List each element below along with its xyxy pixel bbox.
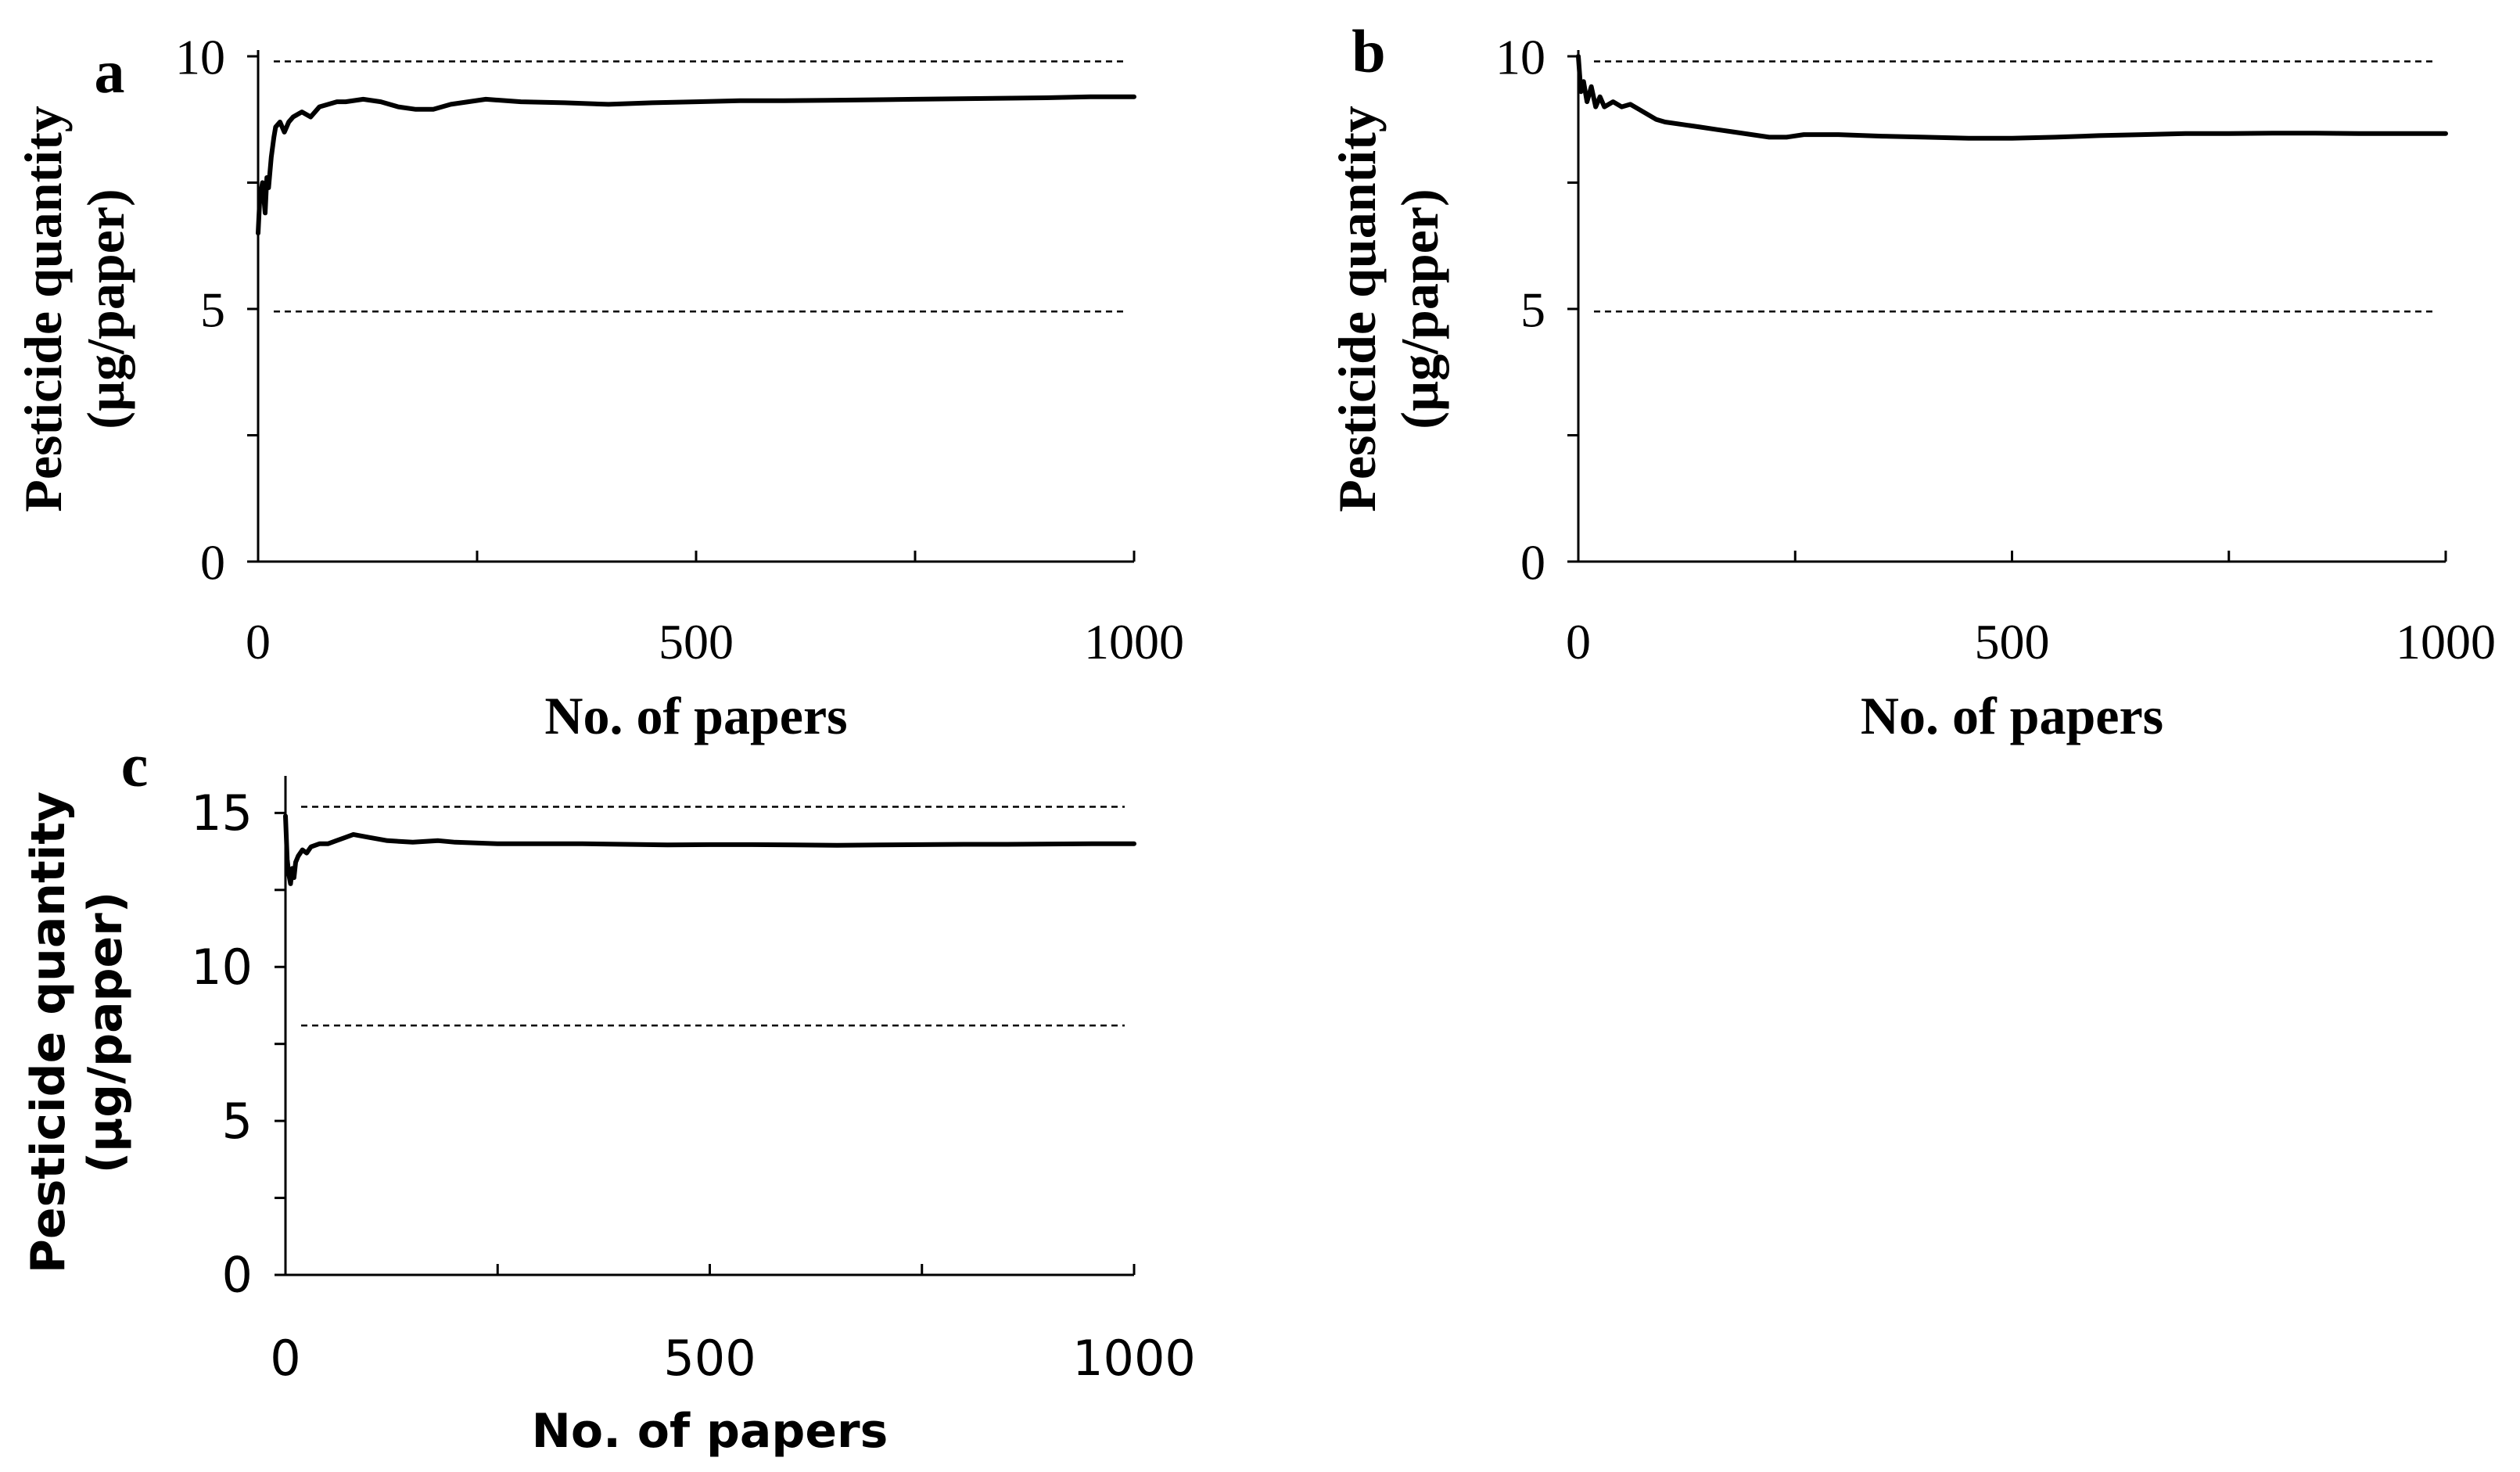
panel-letter: a [95, 38, 125, 106]
y-axis-label-line2: (µg/paper) [76, 188, 135, 429]
x-axis-label: No. of papers [532, 1404, 888, 1459]
x-tick-label: 500 [1975, 614, 2050, 670]
series-line [1576, 54, 2448, 141]
y-tick-label: 5 [222, 1093, 253, 1150]
y-tick-label: 10 [1495, 29, 1545, 84]
y-axis-label-line1: Pesticide quantity [21, 792, 76, 1273]
y-tick-label: 0 [222, 1247, 253, 1304]
x-tick-label: 500 [663, 1330, 756, 1387]
y-tick-label: 5 [200, 282, 225, 337]
series-line [256, 94, 1136, 236]
x-tick-label: 1000 [1072, 1330, 1196, 1387]
y-tick-label: 0 [200, 534, 225, 590]
y-axis-label-line1: Pesticide quantity [1327, 106, 1387, 512]
y-axis-label-line1: Pesticide quantity [13, 106, 73, 512]
chart-panel-b: b 0 5 10 0 500 1000 No. of papers Pesticide quan… [1327, 17, 2496, 745]
x-tick-label: 1000 [1084, 614, 1184, 670]
panel-letter: c [121, 731, 149, 799]
x-axis-label: No. of papers [544, 686, 847, 745]
y-tick-label: 10 [175, 29, 225, 84]
x-tick-label: 1000 [2396, 614, 2496, 670]
x-tick-label: 0 [270, 1330, 300, 1387]
x-tick-label: 0 [1566, 614, 1591, 670]
x-tick-label: 500 [659, 614, 734, 670]
panel-letter: b [1352, 17, 1385, 85]
y-tick-label: 10 [191, 939, 253, 996]
chart-panel-c: c 0 5 10 15 0 500 1000 No. of papers Pesticide qu… [21, 731, 1196, 1459]
y-axis-label-line2: (µg/paper) [1390, 188, 1449, 429]
y-tick-label: 0 [1520, 534, 1545, 590]
x-tick-label: 0 [246, 614, 271, 670]
x-axis-label: No. of papers [1861, 686, 2163, 745]
y-tick-label: 15 [191, 784, 253, 842]
series-line [283, 813, 1136, 886]
y-axis-label-line2: (µg/paper) [78, 892, 133, 1174]
chart-panel-a: a 0 5 10 0 500 1000 No. of papers Pesticide quan… [13, 29, 1184, 745]
y-tick-label: 5 [1520, 282, 1545, 337]
